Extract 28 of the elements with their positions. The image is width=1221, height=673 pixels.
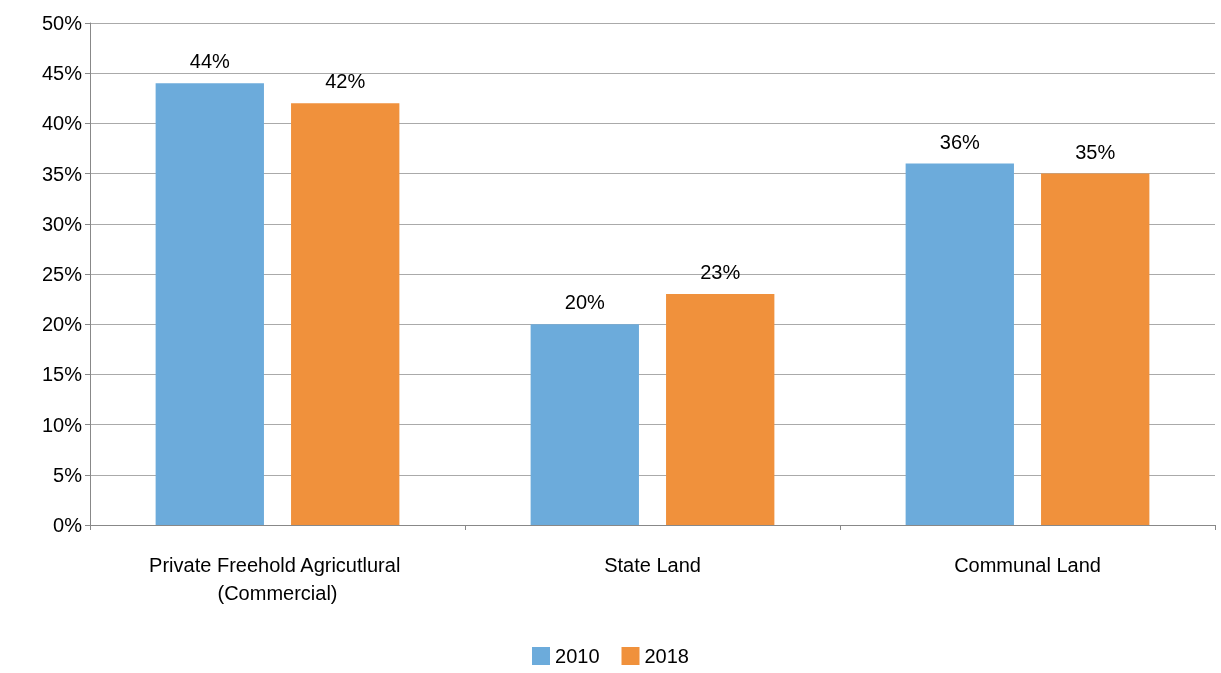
y-tick-label: 10%	[41, 413, 83, 436]
data-label: 20%	[564, 291, 606, 314]
y-tick-label: 50%	[41, 12, 83, 34]
bar	[666, 294, 775, 525]
x-tick-label: State Land	[604, 554, 701, 576]
legend-label: 2010	[555, 645, 600, 667]
data-label: 35%	[1075, 140, 1116, 163]
y-tick-label: 30%	[41, 212, 83, 235]
legend-label: 2018	[644, 645, 689, 667]
y-tick-label: 25%	[41, 263, 83, 285]
y-tick-label: 15%	[41, 363, 83, 386]
y-tick-label: 35%	[41, 162, 83, 185]
bar	[1041, 173, 1150, 525]
y-tick-label: 45%	[41, 62, 83, 85]
x-tick-label: Private Freehold Agricutlural (Commercial)	[149, 554, 406, 604]
y-tick-label: 40%	[41, 112, 83, 135]
data-label: 44%	[189, 50, 231, 73]
x-tick-label: Communal Land	[954, 554, 1101, 576]
bar	[291, 103, 400, 525]
y-tick-label: 5%	[53, 463, 83, 486]
data-label: 42%	[325, 70, 366, 93]
bar	[155, 83, 264, 525]
y-tick-label: 20%	[41, 313, 83, 336]
data-label: 36%	[939, 130, 981, 153]
data-label: 23%	[700, 261, 741, 284]
y-tick-label: 0%	[53, 514, 83, 536]
bar	[530, 324, 639, 525]
bar	[905, 163, 1014, 525]
